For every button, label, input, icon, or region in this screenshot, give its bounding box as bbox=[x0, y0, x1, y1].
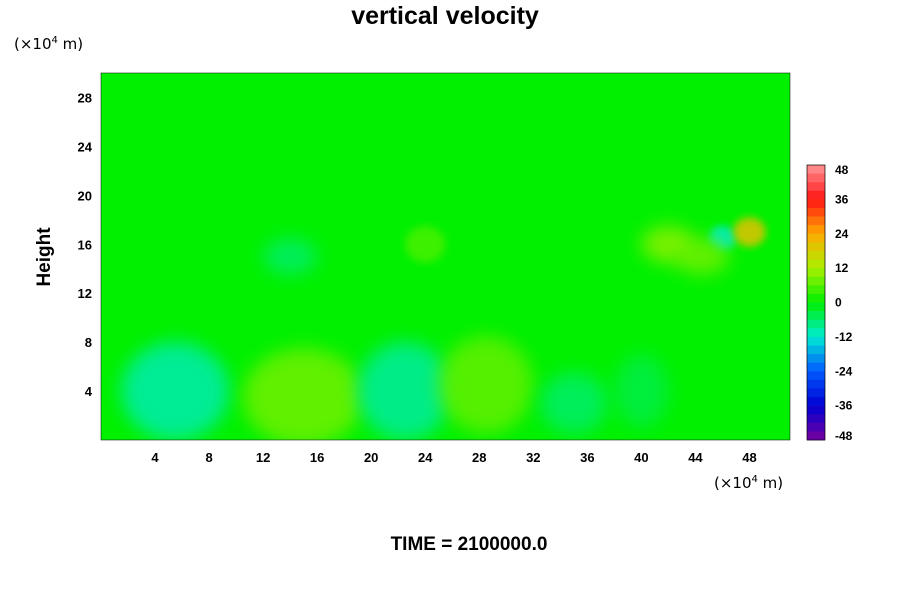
contour-feature bbox=[404, 225, 446, 263]
colorbar-band bbox=[807, 233, 825, 243]
contour-feature bbox=[357, 342, 453, 440]
colorbar-band bbox=[807, 414, 825, 424]
colorbar-band bbox=[807, 216, 825, 226]
x-tick-label: 12 bbox=[256, 450, 270, 465]
colorbar-band bbox=[807, 311, 825, 320]
y-tick-label: 8 bbox=[85, 335, 92, 350]
colorbar-tick-label: -24 bbox=[835, 364, 853, 378]
contour-feature bbox=[675, 238, 730, 275]
x-unit-suffix: m) bbox=[758, 474, 783, 492]
x-axis-unit: (×104 m) bbox=[714, 474, 783, 492]
y-unit-prefix: (×10 bbox=[14, 35, 52, 53]
colorbar-frame bbox=[806, 164, 826, 441]
colorbar-band bbox=[807, 336, 825, 346]
contour-feature bbox=[121, 342, 230, 440]
x-unit-exponent: 4 bbox=[752, 474, 758, 485]
plot-frame bbox=[100, 72, 791, 441]
y-tick-label: 20 bbox=[78, 188, 92, 203]
colorbar-band bbox=[807, 225, 825, 235]
x-tick-label: 4 bbox=[151, 450, 159, 465]
x-unit-prefix: (×10 bbox=[714, 474, 752, 492]
colorbar-tick-label: 24 bbox=[835, 227, 849, 241]
colorbar-band bbox=[807, 379, 825, 389]
colorbar-band bbox=[807, 259, 825, 269]
plot-area bbox=[101, 73, 790, 440]
contour-feature bbox=[540, 372, 608, 434]
x-tick-label: 40 bbox=[634, 450, 648, 465]
y-axis-unit: (×104 m) bbox=[14, 35, 83, 53]
colorbar-band bbox=[807, 422, 825, 432]
colorbar-tick-label: 48 bbox=[835, 163, 849, 177]
colorbar: 48 36 24 12 0 -12 -24 -36 -48 bbox=[806, 163, 853, 443]
y-unit-exponent: 4 bbox=[52, 35, 58, 46]
x-tick-label: 28 bbox=[472, 450, 486, 465]
colorbar-ticks: 48 36 24 12 0 -12 -24 -36 -48 bbox=[835, 163, 853, 443]
colorbar-tick-label: -12 bbox=[835, 330, 853, 344]
colorbar-band bbox=[807, 371, 825, 381]
colorbar-band bbox=[807, 242, 825, 252]
y-tick-label: 16 bbox=[78, 237, 92, 252]
colorbar-band bbox=[807, 182, 825, 192]
x-axis-ticks: 4 8 12 16 20 24 28 32 36 40 44 48 bbox=[151, 450, 756, 465]
x-tick-label: 32 bbox=[526, 450, 540, 465]
colorbar-tick-label: 12 bbox=[835, 261, 849, 275]
x-tick-label: 48 bbox=[742, 450, 756, 465]
colorbar-band bbox=[807, 431, 825, 441]
colorbar-band bbox=[807, 345, 825, 355]
contour-feature bbox=[733, 217, 766, 247]
colorbar-band bbox=[807, 397, 825, 406]
y-tick-label: 28 bbox=[78, 90, 92, 105]
colorbar-band bbox=[807, 362, 825, 372]
colorbar-band bbox=[807, 250, 825, 260]
colorbar-tick-label: -36 bbox=[835, 399, 853, 413]
x-tick-label: 20 bbox=[364, 450, 378, 465]
contour-feature bbox=[614, 354, 669, 428]
chart-title: vertical velocity bbox=[351, 2, 539, 30]
x-tick-label: 16 bbox=[310, 450, 324, 465]
y-axis-label: Height bbox=[34, 227, 55, 287]
colorbar-band bbox=[807, 199, 825, 209]
colorbar-tick-label: 0 bbox=[835, 296, 842, 310]
y-axis-ticks: 4 8 12 16 20 24 28 bbox=[78, 90, 93, 399]
y-tick-label: 12 bbox=[78, 286, 92, 301]
colorbar-band bbox=[807, 207, 825, 217]
y-tick-label: 24 bbox=[78, 139, 93, 154]
colorbar-band bbox=[807, 319, 825, 329]
x-tick-label: 8 bbox=[205, 450, 212, 465]
colorbar-band bbox=[807, 388, 825, 398]
colorbar-band bbox=[807, 268, 825, 278]
contour-feature bbox=[263, 238, 318, 275]
colorbar-band bbox=[807, 276, 825, 286]
colorbar-band bbox=[807, 190, 825, 200]
colorbar-band bbox=[807, 293, 825, 303]
colorbar-tick-label: 36 bbox=[835, 192, 849, 206]
y-tick-label: 4 bbox=[85, 384, 93, 399]
colorbar-band bbox=[807, 285, 825, 295]
contour-feature bbox=[242, 348, 365, 440]
x-tick-label: 44 bbox=[688, 450, 703, 465]
contour-features bbox=[121, 217, 766, 440]
colorbar-band bbox=[807, 405, 825, 415]
colorbar-bands bbox=[807, 165, 825, 441]
colorbar-tick-label: -48 bbox=[835, 429, 853, 443]
colorbar-band bbox=[807, 173, 825, 183]
contour-feature bbox=[438, 336, 534, 434]
time-label: TIME = 2100000.0 bbox=[391, 534, 548, 555]
x-tick-label: 24 bbox=[418, 450, 433, 465]
colorbar-band bbox=[807, 354, 825, 363]
x-tick-label: 36 bbox=[580, 450, 594, 465]
y-unit-suffix: m) bbox=[58, 35, 83, 53]
colorbar-band bbox=[807, 328, 825, 338]
colorbar-band bbox=[807, 165, 825, 174]
colorbar-band bbox=[807, 302, 825, 312]
